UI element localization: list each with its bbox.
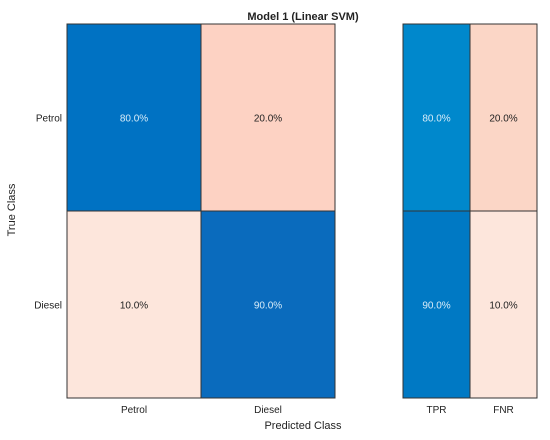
matrix-border — [66, 23, 336, 399]
summary-tick-label-0: TPR — [427, 405, 447, 416]
y-axis-label: True Class — [6, 183, 18, 236]
matrix-value-0-0: 80.0% — [120, 114, 148, 125]
matrix-cell-1-0 — [66, 210, 202, 399]
x-tick-label-1: Diesel — [254, 405, 282, 416]
matrix-value-0-1: 20.0% — [254, 114, 282, 125]
matrix-cell-1-1 — [200, 210, 336, 399]
x-tick-label-0: Petrol — [121, 405, 147, 416]
matrix-cell-0-0 — [66, 23, 202, 212]
summary-value-0-1: 20.0% — [489, 114, 517, 125]
matrix-cell-0-1 — [200, 23, 336, 212]
matrix-cells: 80.0% 20.0% 10.0% 90.0% 80.0% 20.0% 90.0% 10.0% — [66, 23, 538, 399]
summary-cell-1-1 — [469, 210, 538, 399]
summary-tick-label-1: FNR — [493, 405, 514, 416]
summary-cell-0-1 — [469, 23, 538, 212]
summary-value-0-0: 80.0% — [422, 114, 450, 125]
summary-border — [402, 23, 538, 399]
summary-value-1-0: 90.0% — [422, 301, 450, 312]
matrix-value-1-1: 90.0% — [254, 301, 282, 312]
matrix-value-1-0: 10.0% — [120, 301, 148, 312]
summary-value-1-1: 10.0% — [489, 301, 517, 312]
tick-labels: Petrol Diesel Petrol Diesel TPR FNR — [34, 114, 514, 417]
y-tick-label-0: Petrol — [36, 114, 62, 125]
x-axis-label: Predicted Class — [264, 420, 342, 432]
chart-title: Model 1 (Linear SVM) — [247, 11, 359, 23]
y-tick-label-1: Diesel — [34, 301, 62, 312]
